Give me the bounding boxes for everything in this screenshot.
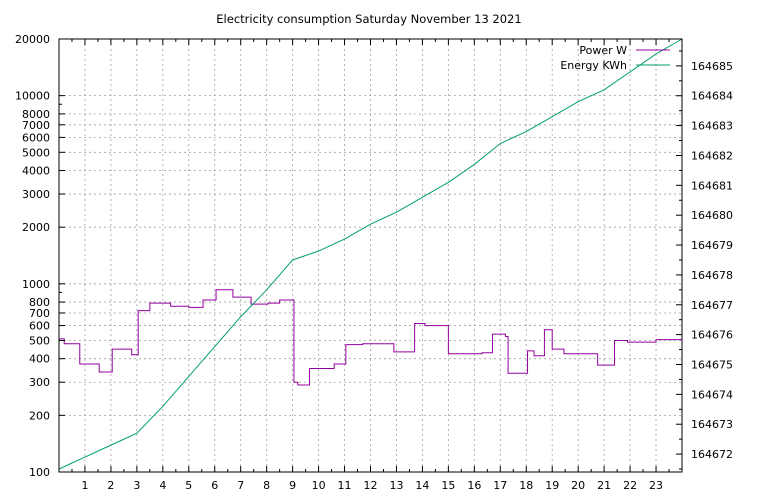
x-tick-label: 9 <box>289 479 296 492</box>
x-tick-label: 22 <box>623 479 637 492</box>
x-tick-label: 23 <box>649 479 663 492</box>
y-left-tick-label: 300 <box>29 376 50 389</box>
grid-layer <box>59 39 682 472</box>
y-right-tick-label: 164674 <box>691 388 733 401</box>
series-power-w-line <box>59 289 683 386</box>
x-tick-label: 14 <box>415 479 429 492</box>
x-tick-label: 10 <box>312 479 326 492</box>
ticks-layer <box>59 38 682 473</box>
x-tick-label: 17 <box>493 479 507 492</box>
x-tick-label: 4 <box>159 479 166 492</box>
y-right-tick-label: 164679 <box>691 239 733 252</box>
x-tick-label: 11 <box>338 479 352 492</box>
x-tick-label: 13 <box>389 479 403 492</box>
x-tick-label: 6 <box>211 479 218 492</box>
y-left-tick-label: 10000 <box>15 90 50 103</box>
y-left-tick-label: 6000 <box>22 131 50 144</box>
y-left-tick-label: 700 <box>29 307 50 320</box>
series-layer <box>58 38 683 470</box>
y-right-tick-label: 164683 <box>691 120 733 133</box>
x-tick-label: 2 <box>107 479 114 492</box>
x-tick-label: 21 <box>597 479 611 492</box>
series-energy-kwh-line <box>58 38 683 470</box>
y-right-tick-label: 164681 <box>691 179 733 192</box>
y-right-tick-label: 164684 <box>691 90 733 103</box>
y-left-tick-label: 100 <box>29 466 50 479</box>
y-left-tick-label: 600 <box>29 320 50 333</box>
y-right-tick-label: 164682 <box>691 149 733 162</box>
chart-title: Electricity consumption Saturday Novembe… <box>216 12 521 26</box>
y-left-tick-label: 3000 <box>22 188 50 201</box>
legend: Power W Energy KWh <box>560 44 670 72</box>
y-left-tick-label: 4000 <box>22 165 50 178</box>
legend-label: Power W <box>579 44 627 57</box>
y-right-tick-label: 164680 <box>691 209 733 222</box>
y-right-tick-label: 164678 <box>691 269 733 282</box>
x-tick-label: 20 <box>571 479 585 492</box>
x-tick-label: 19 <box>545 479 559 492</box>
y-left-tick-label: 7000 <box>22 119 50 132</box>
labels-layer: 1 2 3 4 5 6 7 8 9 10 11 12 13 14 15 16 17 18 19 20 21 22 23100… <box>15 33 733 492</box>
x-tick-label: 15 <box>441 479 455 492</box>
y-left-tick-label: 5000 <box>22 146 50 159</box>
y-right-tick-label: 164685 <box>691 60 733 73</box>
y-left-tick-label: 20000 <box>15 33 50 46</box>
x-tick-label: 18 <box>519 479 533 492</box>
x-tick-label: 7 <box>237 479 244 492</box>
x-tick-label: 1 <box>81 479 88 492</box>
x-tick-label: 3 <box>133 479 140 492</box>
y-right-tick-label: 164677 <box>691 299 733 312</box>
y-left-tick-label: 400 <box>29 353 50 366</box>
y-left-tick-label: 500 <box>29 334 50 347</box>
y-left-tick-label: 200 <box>29 409 50 422</box>
y-left-tick-label: 2000 <box>22 221 50 234</box>
x-tick-label: 8 <box>263 479 270 492</box>
y-right-tick-label: 164676 <box>691 329 733 342</box>
y-right-tick-label: 164675 <box>691 358 733 371</box>
y-left-tick-label: 1000 <box>22 278 50 291</box>
y-right-tick-label: 164672 <box>691 448 733 461</box>
x-tick-label: 5 <box>185 479 192 492</box>
x-tick-label: 16 <box>467 479 481 492</box>
y-left-tick-label: 800 <box>29 296 50 309</box>
y-right-tick-label: 164673 <box>691 418 733 431</box>
y-left-tick-label: 8000 <box>22 108 50 121</box>
x-tick-label: 12 <box>364 479 378 492</box>
legend-label: Energy KWh <box>560 59 627 72</box>
